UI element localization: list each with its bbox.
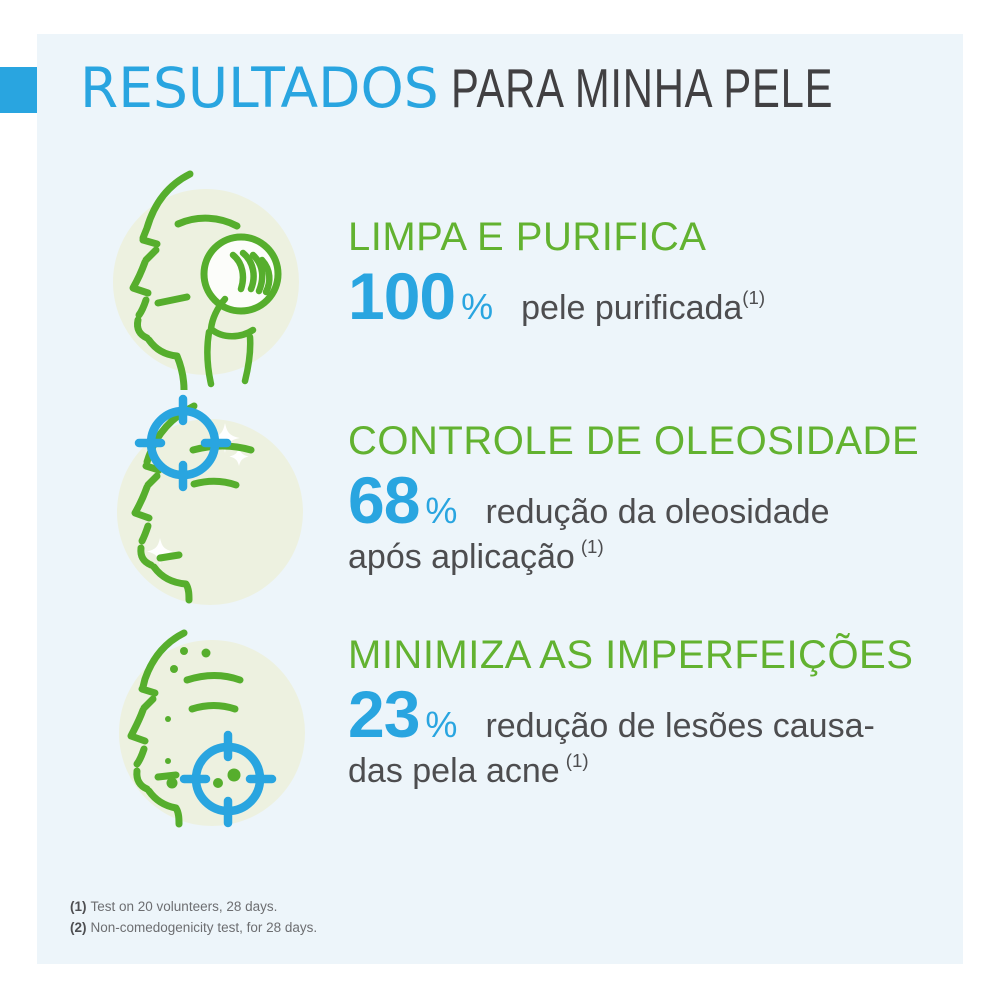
stat-description-text: pele purificada — [521, 289, 743, 327]
blemish-dots — [165, 647, 241, 789]
face-outline — [129, 170, 241, 390]
footnotes: (1) Test on 20 volunteers, 28 days. (2) No… — [70, 896, 317, 938]
target-crosshair-icon — [179, 730, 277, 828]
page-title-highlight: RESULTADOS — [80, 56, 439, 120]
footnote-ref: (1) — [70, 899, 87, 914]
footnote-line: (2) Non-comedogenicity test, for 28 days. — [70, 917, 317, 938]
section-heading: MINIMIZA AS IMPERFEIÇÕES — [348, 633, 914, 677]
section-heading: LIMPA E PURIFICA — [348, 215, 707, 259]
stat-description-text: redução de lesões causa- — [485, 707, 875, 745]
sparkle-icon — [147, 423, 249, 565]
stat-value: 23 — [348, 677, 420, 751]
face-cotton-pad-cleansing-icon — [113, 170, 299, 390]
result-section-oil-control: CONTROLE DE OLEOSIDADE 68 % redução da o… — [348, 418, 948, 577]
stat-row: 100 % pele purificada(1) — [348, 262, 948, 330]
stat-description-text: redução da oleosidade — [485, 493, 830, 531]
result-section-cleansing: LIMPA E PURIFICA 100 % pele purificada(1… — [348, 214, 948, 373]
target-crosshair-icon — [134, 394, 232, 492]
stat-description-text: das pela acne — [348, 752, 560, 790]
footnote-ref: (2) — [70, 920, 87, 935]
footnote-marker: (1) — [742, 286, 766, 308]
footnote-text: Non-comedogenicity test, for 28 days. — [90, 920, 318, 935]
title-accent-square — [0, 67, 37, 113]
stat-description: redução de lesões causa- — [485, 707, 874, 746]
stat-value: 100 — [348, 259, 456, 333]
page-title-rest: PARA MINHA PELE — [450, 57, 834, 119]
stat-unit: % — [461, 286, 494, 327]
face-blemish-target-crosshair-icon — [119, 629, 305, 828]
section-heading: CONTROLE DE OLEOSIDADE — [348, 419, 920, 463]
stat-description-line2 — [348, 334, 948, 373]
stat-unit: % — [425, 490, 458, 531]
stat-description-line2: das pela acne (1) — [348, 749, 948, 791]
footnote-marker: (1) — [565, 749, 589, 771]
result-section-imperfections: MINIMIZA AS IMPERFEIÇÕES 23 % redução de… — [348, 632, 948, 791]
stat-description: redução da oleosidade — [485, 493, 829, 532]
footnote-line: (1) Test on 20 volunteers, 28 days. — [70, 896, 317, 917]
hand-outline — [204, 249, 273, 388]
stat-description-line2: após aplicação (1) — [348, 535, 948, 577]
footnote-marker: (1) — [580, 535, 604, 557]
face-outline — [127, 629, 244, 828]
stat-unit: % — [425, 704, 458, 745]
stat-description-text: após aplicação — [348, 538, 575, 576]
footnote-text: Test on 20 volunteers, 28 days. — [90, 899, 278, 914]
stat-value: 68 — [348, 463, 420, 537]
stat-row: 68 % redução da oleosidade — [348, 466, 948, 534]
face-oil-target-crosshair-icon — [117, 394, 303, 605]
stat-row: 23 % redução de lesões causa- — [348, 680, 948, 748]
stat-description: pele purificada(1) — [521, 286, 766, 328]
page-title: RESULTADOS PARA MINHA PELE — [80, 61, 954, 116]
